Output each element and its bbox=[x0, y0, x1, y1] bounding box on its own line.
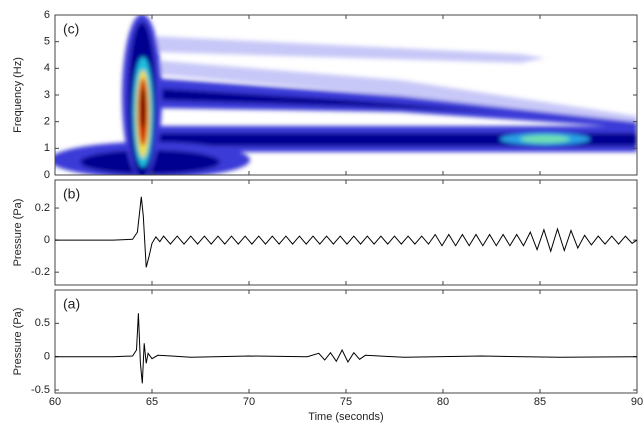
x-tick-label: 85 bbox=[534, 396, 546, 408]
y-tick-label: 5 bbox=[44, 36, 50, 48]
y-tick-label: 4 bbox=[44, 62, 50, 74]
y-tick-label: 0.2 bbox=[35, 202, 50, 214]
y-tick-label: 0 bbox=[44, 169, 50, 181]
waveform bbox=[55, 196, 638, 268]
x-tick-label: 60 bbox=[49, 396, 61, 408]
waveform bbox=[55, 313, 638, 384]
panel-frame bbox=[54, 179, 638, 286]
panel-label: (a) bbox=[63, 296, 80, 312]
y-tick-label: -0.2 bbox=[31, 266, 50, 278]
y-axis-title: Pressure (Pa) bbox=[12, 308, 24, 376]
y-tick-label: 6 bbox=[44, 9, 50, 21]
panel-label: (b) bbox=[63, 186, 80, 202]
y-tick-label: -0.5 bbox=[31, 384, 50, 396]
x-tick-label: 70 bbox=[243, 396, 255, 408]
y-tick-label: 0.5 bbox=[35, 317, 50, 329]
y-tick-label: 3 bbox=[44, 89, 50, 101]
x-tick-label: 65 bbox=[146, 396, 158, 408]
y-axis-title: Pressure (Pa) bbox=[12, 199, 24, 267]
panel-label: (c) bbox=[63, 21, 79, 37]
x-tick-label: 75 bbox=[340, 396, 352, 408]
x-axis-title: Time (seconds) bbox=[308, 411, 383, 423]
x-tick-label: 80 bbox=[437, 396, 449, 408]
y-tick-label: 2 bbox=[44, 116, 50, 128]
y-tick-label: 0 bbox=[44, 351, 50, 363]
spectrogram-image bbox=[55, 15, 637, 175]
x-tick-label: 90 bbox=[631, 396, 643, 408]
y-tick-label: 1 bbox=[44, 142, 50, 154]
y-tick-label: 0 bbox=[44, 234, 50, 246]
y-axis-title: Frequency (Hz) bbox=[12, 57, 24, 133]
